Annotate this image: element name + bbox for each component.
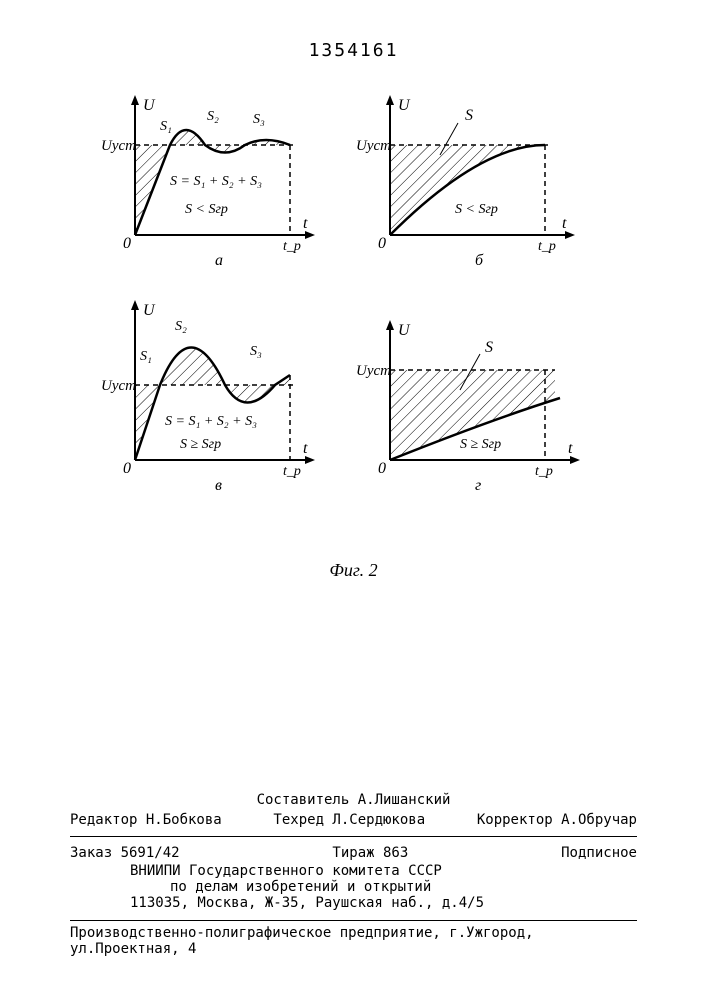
- svg-text:t_p: t_p: [538, 239, 556, 254]
- svg-text:S: S: [465, 107, 473, 124]
- svg-text:t_p: t_p: [283, 239, 301, 254]
- svg-text:0: 0: [378, 460, 386, 477]
- svg-text:0: 0: [123, 460, 131, 477]
- charts-grid: U Uуст 0 t t_p S₁ S₂ S₃ S = S₁ + S₂ + S₃…: [100, 95, 600, 535]
- svg-text:б: б: [475, 252, 484, 269]
- svg-text:t_p: t_p: [283, 464, 301, 479]
- svg-text:S₃: S₃: [253, 112, 265, 127]
- chart-a: U Uуст 0 t t_p S₁ S₂ S₃ S = S₁ + S₂ + S₃…: [101, 95, 315, 269]
- svg-text:Uуст: Uуст: [101, 138, 136, 154]
- svg-text:S ≥ Sгр: S ≥ Sгр: [180, 437, 221, 452]
- page-number: 1354161: [0, 40, 707, 61]
- svg-text:S₂: S₂: [175, 319, 187, 334]
- subscription: Подписное: [561, 845, 637, 861]
- svg-text:а: а: [215, 252, 223, 269]
- svg-text:t: t: [303, 215, 308, 232]
- svg-text:Uуст: Uуст: [101, 378, 136, 394]
- svg-text:U: U: [143, 302, 156, 319]
- divider: [70, 836, 637, 837]
- figure-caption: Фиг. 2: [0, 560, 707, 581]
- svg-text:U: U: [398, 97, 411, 114]
- order: Заказ 5691/42: [70, 845, 180, 861]
- svg-text:S₁: S₁: [160, 119, 172, 134]
- svg-text:S₂: S₂: [207, 109, 219, 124]
- svg-text:S₁: S₁: [140, 349, 152, 364]
- techred: Техред Л.Сердюкова: [273, 812, 425, 828]
- chart-g: U Uуст 0 t t_p S S ≥ Sгр г: [356, 320, 580, 494]
- svg-text:в: в: [215, 477, 222, 494]
- svg-text:S: S: [485, 339, 493, 356]
- svg-text:S < Sгр: S < Sгр: [455, 202, 498, 217]
- svg-text:t: t: [568, 440, 573, 457]
- editor: Редактор Н.Бобкова: [70, 812, 222, 828]
- org-line-1: ВНИИПИ Государственного комитета СССР: [70, 863, 637, 879]
- circulation: Тираж 863: [332, 845, 408, 861]
- svg-text:S = S₁ + S₂ + S₃: S = S₁ + S₂ + S₃: [165, 414, 257, 429]
- footer: Производственно-полиграфическое предприя…: [70, 920, 637, 957]
- corrector: Корректор А.Обручар: [477, 812, 637, 828]
- compiler: Составитель А.Лишанский: [257, 792, 451, 808]
- svg-text:U: U: [143, 97, 156, 114]
- svg-text:t: t: [303, 440, 308, 457]
- svg-text:S = S₁ + S₂ + S₃: S = S₁ + S₂ + S₃: [170, 174, 262, 189]
- org-address: 113035, Москва, Ж-35, Раушская наб., д.4…: [70, 895, 637, 911]
- org-line-2: по делам изобретений и открытий: [70, 879, 637, 895]
- svg-text:г: г: [475, 477, 481, 494]
- svg-text:t_p: t_p: [535, 464, 553, 479]
- chart-v: U Uуст 0 t t_p S₁ S₂ S₃ S = S₁ + S₂ + S₃…: [101, 300, 315, 494]
- svg-text:Uуст: Uуст: [356, 138, 391, 154]
- figure-2: U Uуст 0 t t_p S₁ S₂ S₃ S = S₁ + S₂ + S₃…: [100, 95, 600, 540]
- svg-text:Uуст: Uуст: [356, 363, 391, 379]
- svg-text:t: t: [562, 215, 567, 232]
- credits-block: Составитель А.Лишанский Редактор Н.Бобко…: [70, 790, 637, 911]
- svg-text:0: 0: [378, 235, 386, 252]
- svg-text:U: U: [398, 322, 411, 339]
- svg-text:S₃: S₃: [250, 344, 262, 359]
- svg-text:0: 0: [123, 235, 131, 252]
- chart-b: U Uуст 0 t t_p S S < Sгр б: [356, 95, 575, 269]
- svg-text:S < Sгр: S < Sгр: [185, 202, 228, 217]
- svg-text:S ≥ Sгр: S ≥ Sгр: [460, 437, 501, 452]
